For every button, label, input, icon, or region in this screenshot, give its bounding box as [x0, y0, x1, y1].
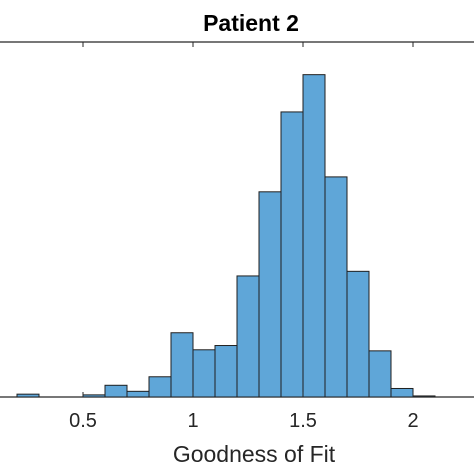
x-tick-label: 2: [407, 410, 418, 432]
histogram-bar: [346, 270, 370, 398]
histogram-bar: [214, 345, 238, 398]
histogram-bar: [104, 384, 128, 398]
histogram-bar: [126, 390, 150, 398]
x-axis-label: Goodness of Fit: [173, 441, 336, 467]
histogram-bar: [82, 394, 106, 398]
histogram-bar: [390, 387, 414, 398]
histogram-bar: [236, 275, 260, 398]
histogram-bar: [192, 349, 216, 398]
x-tick-label: 1.5: [289, 410, 317, 432]
histogram-bar: [258, 191, 282, 398]
histogram-bar: [148, 376, 172, 398]
chart-title: Patient 2: [203, 10, 299, 36]
bars: [16, 74, 436, 398]
histogram-bar: [412, 395, 436, 398]
histogram-bar: [324, 176, 348, 398]
x-ticks: 0.5 1 1.5 2: [69, 42, 419, 432]
histogram-bar: [16, 393, 40, 398]
histogram-bar: [280, 111, 304, 398]
histogram-bar: [368, 350, 392, 398]
x-tick-label: 1: [187, 410, 198, 432]
histogram-bar: [302, 74, 326, 398]
histogram-bar: [170, 332, 194, 398]
x-tick-label: 0.5: [69, 410, 97, 432]
